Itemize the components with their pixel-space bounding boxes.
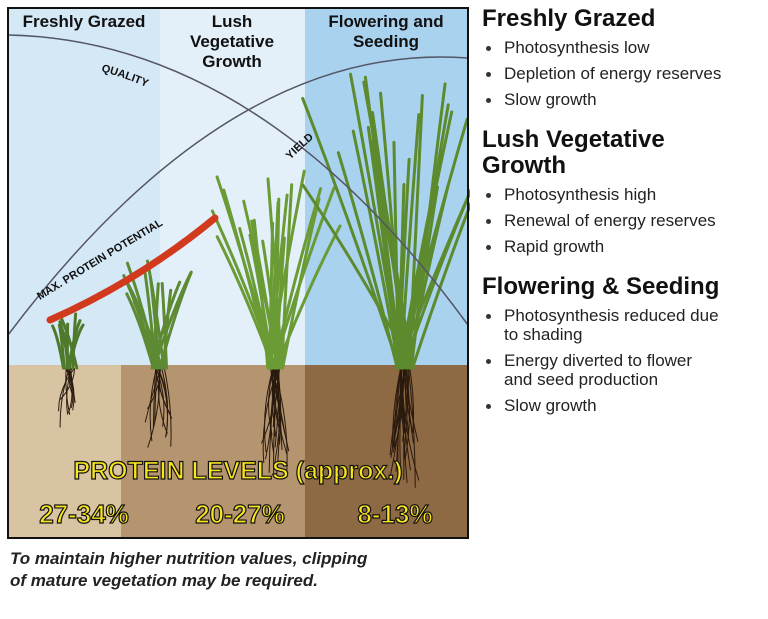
bullet: Energy diverted to flowerand seed produc… [482, 351, 766, 389]
protein-level: 27-34% [39, 499, 129, 529]
bullet-line: Slow growth [504, 396, 766, 415]
column-header: Freshly Grazed [23, 12, 146, 31]
bullet-list: Photosynthesis low Depletion of energy re… [482, 38, 766, 109]
stage-title-line: Flowering & Seeding [482, 274, 766, 300]
protein-level: 8-13% [357, 499, 432, 529]
column-header: Lush [212, 12, 253, 31]
bullet-line: Photosynthesis reduced due [504, 306, 766, 325]
bullet: Depletion of energy reserves [482, 64, 766, 83]
column-header: Seeding [353, 32, 419, 51]
stage-title: Flowering & Seeding [482, 274, 766, 300]
bullet: Slow growth [482, 90, 766, 109]
bullet-line: Renewal of energy reserves [504, 211, 766, 230]
stage-title: Freshly Grazed [482, 6, 766, 32]
column-header: Vegetative [190, 32, 274, 51]
bullet-line: and seed production [504, 370, 766, 389]
bullet-list: Photosynthesis high Renewal of energy res… [482, 185, 766, 256]
protein-level: 20-27% [195, 499, 285, 529]
caption-line: To maintain higher nutrition values, cli… [10, 548, 367, 570]
bullet-line: Depletion of energy reserves [504, 64, 766, 83]
bullet-line: Rapid growth [504, 237, 766, 256]
column-header: Flowering and [328, 12, 443, 31]
protein-title: PROTEIN LEVELS (approx.) [73, 457, 402, 485]
stage-title-line: Growth [482, 153, 766, 179]
bullet-line: Slow growth [504, 90, 766, 109]
bullet: Photosynthesis low [482, 38, 766, 57]
bullet: Slow growth [482, 396, 766, 415]
bullet: Photosynthesis high [482, 185, 766, 204]
bullet-line: Photosynthesis low [504, 38, 766, 57]
bullet-line: Photosynthesis high [504, 185, 766, 204]
bullet-line: to shading [504, 325, 766, 344]
column-header: Growth [202, 52, 262, 71]
bullet: Rapid growth [482, 237, 766, 256]
protein-levels: 27-34% 20-27% 8-13% [39, 499, 432, 529]
stage-list: Freshly Grazed Photosynthesis low Depletio… [482, 6, 766, 422]
bullet-line: Energy diverted to flower [504, 351, 766, 370]
caption-line: of mature vegetation may be required. [10, 570, 367, 592]
bullet: Renewal of energy reserves [482, 211, 766, 230]
stage-title-line: Lush Vegetative [482, 127, 766, 153]
caption: To maintain higher nutrition values, cli… [10, 548, 367, 592]
illustration: QUALITY YIELD MAX. PROTEIN POTENTIAL Fre… [0, 0, 470, 545]
page: QUALITY YIELD MAX. PROTEIN POTENTIAL Fre… [0, 0, 768, 619]
stage-title-line: Freshly Grazed [482, 6, 766, 32]
